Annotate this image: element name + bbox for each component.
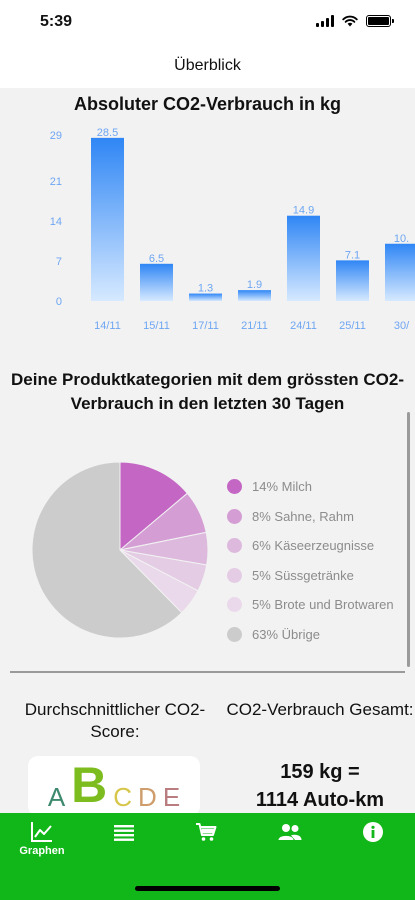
x-tick-label: 14/11 (94, 320, 121, 332)
legend-item: 14% Milch (227, 472, 415, 502)
bar-value-label: 1.9 (247, 279, 262, 291)
legend-item: 8% Sahne, Rahm (227, 502, 415, 532)
score-letter-c: C (113, 782, 133, 812)
cart-icon (196, 823, 217, 841)
bar[interactable] (140, 263, 173, 301)
bar-value-label: 7.1 (345, 249, 360, 261)
pie-legend: 14% Milch 8% Sahne, Rahm 6% Käseerzeugniss… (227, 472, 415, 649)
bar-chart-title: Absoluter CO2-Verbrauch in kg (73, 94, 342, 114)
legend-item: 5% Süssgetränke (227, 561, 415, 591)
legend-label: 63% Übrige (252, 626, 320, 642)
scroll-indicator[interactable] (407, 412, 410, 667)
bar[interactable] (189, 293, 222, 301)
info-icon (363, 822, 383, 842)
pie-chart-title: Deine Produktkategorien mit dem grössten… (11, 370, 404, 413)
y-tick-label: 0 (56, 296, 62, 308)
battery-icon (366, 15, 394, 27)
legend-swatch (227, 479, 242, 495)
tab-cart[interactable] (171, 821, 241, 843)
tab-list[interactable] (89, 821, 159, 843)
bar-value-label: 6.5 (149, 253, 164, 265)
bar[interactable] (287, 215, 320, 301)
line-chart-icon (31, 822, 52, 842)
tab-bar: Graphen (0, 813, 415, 900)
score-letter-d: D (138, 782, 157, 812)
pie-slice[interactable] (119, 461, 189, 552)
nav-bar: Überblick (0, 44, 415, 88)
tab-graphen[interactable]: Graphen (7, 821, 77, 857)
total-value-kg: 159 kg = (280, 761, 360, 783)
status-icons (316, 15, 394, 27)
total-value: 159 kg = 1114 Auto-km (225, 758, 415, 813)
x-tick-label: 17/11 (192, 320, 219, 332)
legend-swatch (227, 538, 242, 554)
y-tick-label: 29 (50, 130, 62, 142)
wifi-icon (342, 15, 358, 27)
y-tick-label: 21 (50, 176, 62, 188)
legend-label: 5% Süssgetränke (252, 567, 354, 583)
score-heading: Durchschnittlicher CO2-Score: (24, 700, 206, 741)
total-value-km: 1114 Auto-km (255, 789, 385, 811)
score-letter-e: E (162, 782, 181, 812)
legend-item: 5% Brote und Brotwaren (227, 590, 415, 620)
legend-swatch (227, 626, 242, 642)
bar-value-label: 14.9 (293, 205, 314, 217)
pie-chart (31, 461, 209, 639)
legend-label: 5% Brote und Brotwaren (252, 597, 394, 613)
status-bar: 5:39 (0, 0, 415, 44)
tab-people[interactable] (255, 821, 325, 843)
people-icon (278, 824, 302, 840)
y-tick-label: 14 (50, 216, 62, 228)
tab-label-graphen: Graphen (19, 845, 65, 857)
signal-icon (316, 15, 334, 27)
bar-value-label: 1.3 (198, 283, 213, 295)
legend-swatch (227, 508, 242, 524)
y-tick-label: 7 (56, 256, 62, 268)
total-heading: CO2-Verbrauch Gesamt: (226, 700, 414, 719)
legend-item: 6% Käseerzeugnisse (227, 531, 415, 561)
scroll-content[interactable]: Absoluter CO2-Verbrauch in kg 0 7 14 21 29 28… (0, 88, 415, 813)
legend-label: 14% Milch (252, 479, 312, 495)
bar-chart: 0 7 14 21 29 28.5 14/11 6.5 15/11 1.3 17/11 1.9 21/1… (50, 127, 415, 332)
legend-swatch (227, 567, 242, 583)
x-tick-label: 25/11 (339, 320, 366, 332)
divider (10, 671, 405, 673)
legend-label: 8% Sahne, Rahm (252, 508, 354, 524)
bar[interactable] (91, 137, 124, 301)
bar[interactable] (238, 290, 271, 301)
bar[interactable] (385, 243, 415, 301)
legend-item: 63% Übrige (227, 620, 415, 650)
pie-slice[interactable] (31, 461, 183, 639)
bar-value-label: 28.5 (97, 127, 118, 139)
x-tick-label: 15/11 (143, 320, 170, 332)
status-time: 5:39 (40, 13, 73, 30)
legend-swatch (227, 597, 242, 613)
x-tick-label: 24/11 (290, 320, 317, 332)
score-letter-a: A (47, 782, 66, 812)
bar-value-label: 10. (394, 233, 409, 245)
tab-info[interactable] (338, 821, 408, 843)
page-title: Überblick (174, 57, 241, 74)
x-tick-label: 21/11 (241, 320, 268, 332)
bar[interactable] (336, 260, 369, 301)
x-tick-label: 30/ (394, 320, 410, 332)
home-indicator (135, 886, 280, 891)
legend-label: 6% Käseerzeugnisse (252, 538, 375, 554)
score-letter-b: B (71, 757, 108, 813)
list-icon (114, 825, 134, 841)
